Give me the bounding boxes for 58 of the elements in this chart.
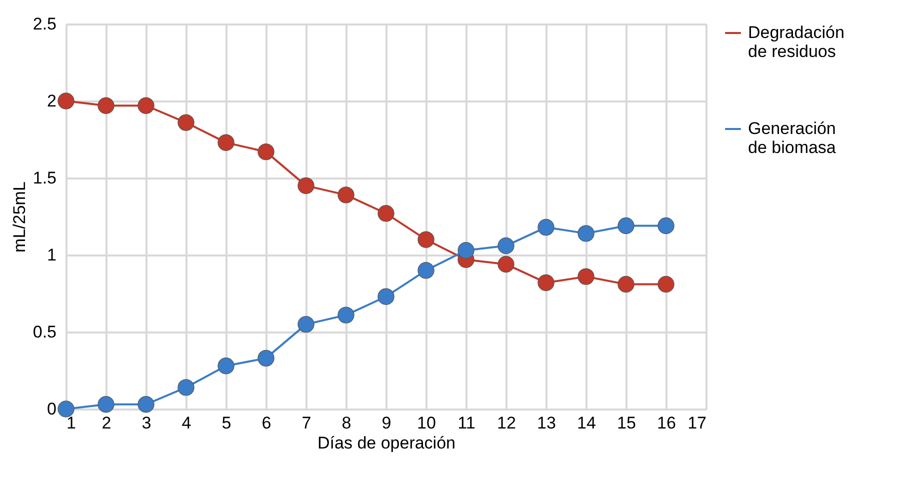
point [298, 316, 314, 333]
x-tick-label: 4 [182, 414, 192, 432]
point [378, 205, 394, 222]
point [98, 97, 114, 114]
x-tick-label: 2 [102, 414, 112, 432]
point [498, 237, 514, 254]
x-tick-label: 1 [66, 414, 76, 432]
x-tick-label: 11 [458, 414, 476, 432]
x-tick-label: 10 [417, 414, 436, 432]
point [338, 306, 354, 324]
x-axis-title: Días de operación [318, 434, 456, 452]
point [658, 276, 674, 293]
point [658, 217, 674, 234]
legend-label: Degradación de residuos [748, 23, 844, 61]
point [498, 256, 514, 273]
point [258, 350, 274, 367]
x-tick-label: 16 [657, 414, 676, 432]
x-tick-label: 14 [577, 414, 596, 432]
point [418, 231, 434, 248]
point [378, 288, 394, 305]
x-tick-label: 3 [142, 414, 152, 432]
point [618, 276, 634, 293]
y-tick-label: 1.5 [32, 168, 56, 188]
point [538, 274, 554, 292]
point [418, 262, 434, 279]
x-tick-label: 12 [497, 414, 516, 432]
point [458, 242, 474, 259]
x-tick-label: 7 [302, 414, 312, 432]
y-tick-label: 2 [47, 92, 56, 110]
point [218, 134, 234, 151]
x-tick-label: 8 [342, 414, 352, 432]
point [618, 217, 634, 234]
y-tick-label: 0.5 [32, 322, 56, 342]
y-axis-title: mL/25mL [10, 182, 29, 252]
x-tick-label: 9 [382, 414, 392, 432]
point [218, 358, 234, 374]
point [258, 143, 274, 160]
point [298, 177, 314, 194]
y-tick-label: 1 [47, 246, 56, 264]
x-tick-label: 5 [222, 414, 232, 432]
point [138, 97, 154, 114]
point [578, 225, 594, 242]
y-tick-label: 0 [47, 400, 56, 418]
point [178, 114, 194, 131]
point [338, 186, 354, 204]
x-tick-label: 13 [537, 414, 556, 432]
point [138, 396, 154, 413]
point [58, 400, 74, 418]
point [178, 379, 194, 396]
legend-label: Generación de biomasa [748, 119, 836, 157]
point [578, 268, 594, 285]
point [98, 396, 114, 413]
x-tick-label: 6 [262, 414, 272, 432]
x-tick-label: 15 [617, 414, 636, 432]
point [58, 92, 74, 110]
x-tick-label: 17 [688, 414, 706, 432]
y-tick-label: 2.5 [32, 14, 56, 34]
point [538, 218, 554, 236]
